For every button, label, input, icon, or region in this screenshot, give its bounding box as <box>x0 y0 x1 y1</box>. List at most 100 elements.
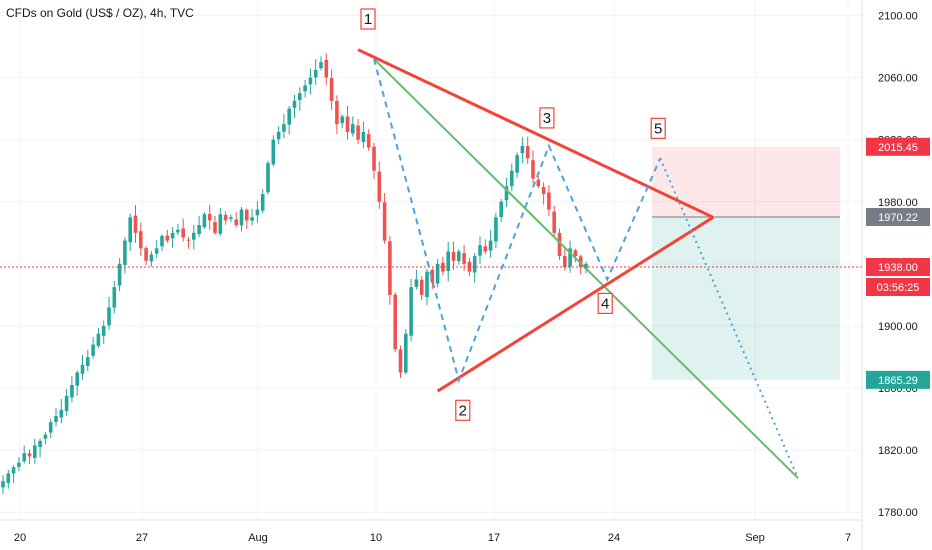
candle-body <box>38 440 42 448</box>
candle-body <box>404 333 408 373</box>
candle-body <box>176 229 180 233</box>
candle-body <box>584 263 588 269</box>
triangle-upper-line <box>357 48 714 219</box>
candle-body <box>287 108 291 125</box>
candle-body <box>186 239 191 241</box>
wave-label-1: 1 <box>360 8 376 30</box>
candle <box>287 105 291 135</box>
candle <box>27 449 32 465</box>
y-tick-label: 1820.00 <box>878 445 918 457</box>
candle <box>451 241 456 270</box>
wave-label-box <box>539 107 555 129</box>
candle <box>382 192 387 244</box>
y-tick-label: 1980.00 <box>878 197 918 209</box>
wave-label-4: 4 <box>597 292 613 315</box>
candle-body <box>202 214 207 228</box>
candle-body <box>557 232 562 257</box>
candle <box>541 182 546 205</box>
y-tick-label: 2060.00 <box>878 73 918 85</box>
trend-line <box>373 58 799 479</box>
price-tag: 2015.45 <box>866 137 930 156</box>
candle <box>525 136 530 164</box>
candle-body <box>292 100 297 108</box>
candle-body <box>117 263 122 286</box>
candle <box>478 236 482 264</box>
candle <box>255 201 260 223</box>
triangle-lower-line <box>436 216 715 393</box>
y-tick-label: 1780.00 <box>878 507 918 519</box>
candle <box>329 69 334 110</box>
wave-label-box <box>597 292 613 315</box>
candle-body <box>91 344 95 356</box>
wave-label-text: 4 <box>601 295 609 312</box>
candle <box>176 223 180 236</box>
candle-body <box>245 209 249 221</box>
candle-body <box>64 395 69 412</box>
candle <box>494 212 498 249</box>
candle-body <box>22 453 26 462</box>
candle-body <box>308 77 313 85</box>
candle <box>340 114 344 129</box>
candle-body <box>494 217 498 242</box>
candle <box>377 161 382 209</box>
projection-line <box>659 157 799 479</box>
candle <box>139 222 143 256</box>
price-tag-text: 2015.45 <box>878 142 918 154</box>
candle-body <box>393 294 397 350</box>
candle-body <box>197 225 201 235</box>
candle-body <box>504 186 509 201</box>
candle-body <box>165 235 170 241</box>
candle <box>117 258 122 292</box>
grid-lines <box>0 0 862 520</box>
candle <box>202 211 207 229</box>
candle-body <box>239 209 244 226</box>
candle <box>393 292 397 353</box>
x-tick-label: Aug <box>248 532 268 544</box>
candle-body <box>372 146 376 171</box>
candle-body <box>377 171 382 202</box>
candle <box>181 218 185 242</box>
candle-body <box>276 131 281 140</box>
candle <box>165 229 170 243</box>
candle-body <box>48 422 53 433</box>
candle <box>504 177 509 207</box>
symbol-title: CFDs on Gold (US$ / OZ), 4h, TVC <box>6 6 194 20</box>
candle-body <box>96 333 101 346</box>
candle <box>351 116 355 137</box>
candle-body <box>234 219 238 226</box>
candle <box>86 349 90 372</box>
candle-body <box>552 211 556 233</box>
candle <box>75 370 79 396</box>
candle-body <box>345 116 350 132</box>
candle <box>457 249 461 265</box>
candle <box>271 135 276 167</box>
candle-body <box>1 481 5 488</box>
candle <box>186 236 191 249</box>
candle-body <box>154 248 159 254</box>
wave-label-text: 1 <box>364 11 372 28</box>
candle-body <box>488 240 493 251</box>
candle-body <box>478 245 482 256</box>
candle-body <box>340 116 344 124</box>
candle <box>245 208 249 230</box>
candle-body <box>457 251 461 262</box>
candle-body <box>435 263 440 284</box>
wave-label-2: 2 <box>455 399 471 421</box>
candle-body <box>324 59 329 78</box>
candle <box>170 227 175 248</box>
price-tag-bg <box>866 257 930 276</box>
candle-body <box>27 453 32 457</box>
price-tag-bg <box>866 137 930 156</box>
wave-path <box>373 58 662 384</box>
candle <box>197 215 201 238</box>
candle-body <box>17 462 21 467</box>
candle-body <box>59 409 64 418</box>
candle <box>22 445 26 464</box>
candle <box>573 248 578 263</box>
candle <box>282 114 286 139</box>
candle <box>59 399 64 424</box>
candle <box>557 228 562 260</box>
candle <box>192 225 196 250</box>
price-tag-bg <box>866 370 930 389</box>
